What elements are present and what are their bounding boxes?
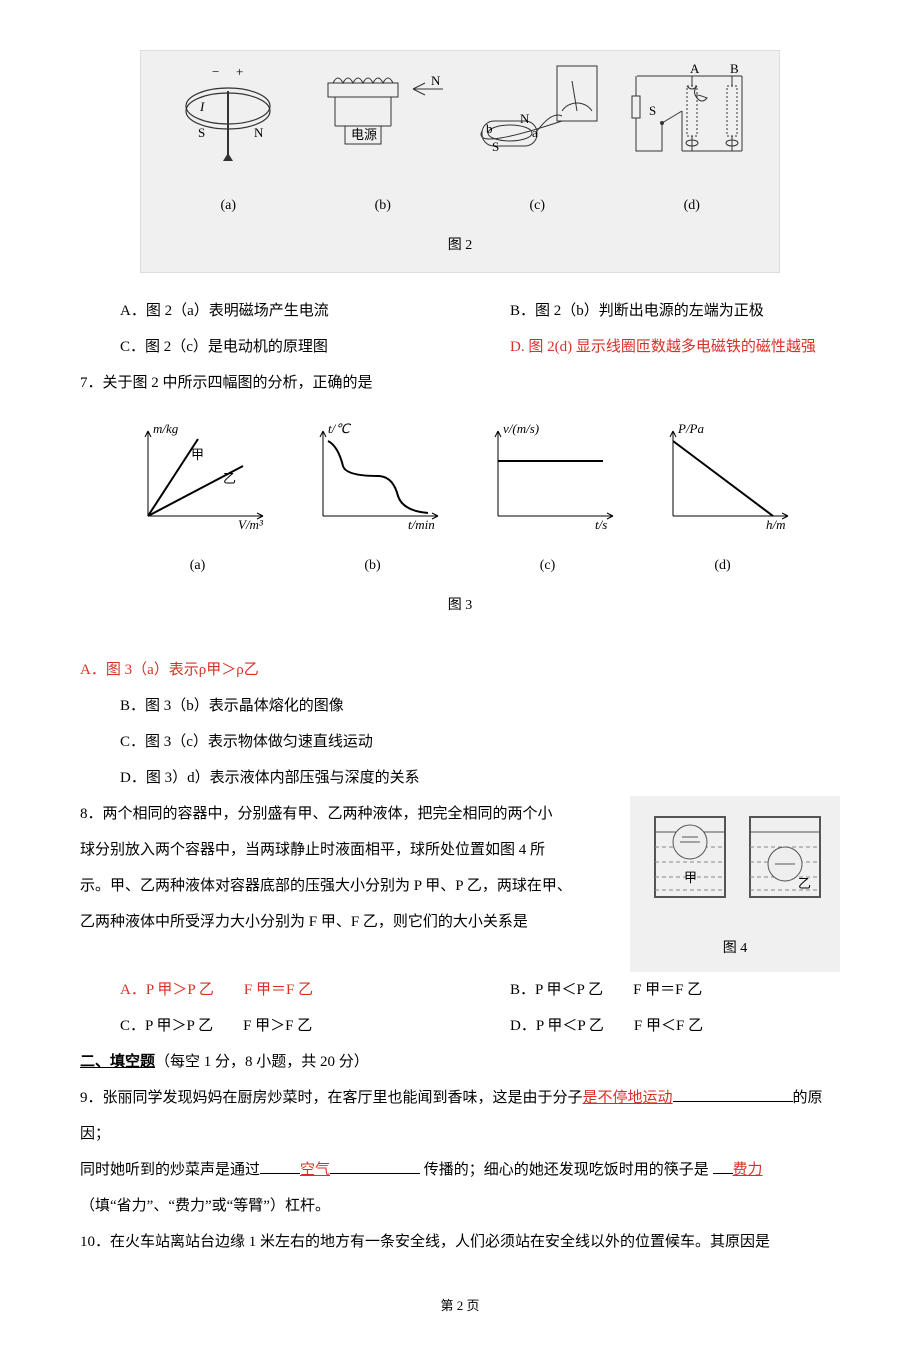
svg-text:S: S bbox=[198, 125, 205, 140]
q6-opt-d: D. 图 2(d) 显示线圈匝数越多电磁铁的磁性越强 bbox=[510, 329, 840, 365]
fig3d-label: (d) bbox=[635, 549, 810, 583]
q6-opt-c: C．图 2（c）是电动机的原理图 bbox=[120, 329, 450, 365]
q10: 10．在火车站离站台边缘 1 米左右的地方有一条安全线，人们必须站在安全线以外的… bbox=[80, 1224, 840, 1260]
q8-opt-a: A．P 甲＞P 乙 F 甲＝F 乙 bbox=[120, 972, 450, 1008]
svg-text:t/min: t/min bbox=[408, 517, 435, 531]
q9-p4: 传播的；细心的她还发现吃饭时用的筷子是 bbox=[420, 1162, 713, 1178]
svg-text:a: a bbox=[532, 125, 538, 140]
q8-opt-d: D．P 甲＜P 乙 F 甲＜F 乙 bbox=[510, 1008, 840, 1044]
fig2c-diagram: N S a b bbox=[462, 61, 612, 171]
svg-text:乙: 乙 bbox=[223, 471, 236, 486]
q9-p3: 同时她听到的炒菜声是通过 bbox=[80, 1162, 260, 1178]
svg-text:P/Pa: P/Pa bbox=[677, 421, 704, 436]
q9-p5: （填“省力”、“费力”或“等臂”）杠杆。 bbox=[80, 1198, 330, 1214]
svg-text:B: B bbox=[730, 61, 739, 76]
svg-text:h/m: h/m bbox=[766, 517, 786, 531]
q7-opt-a: A．图 3（a）表示ρ甲＞ρ乙 bbox=[80, 652, 840, 688]
q6-opt-b: B．图 2（b）判断出电源的左端为正极 bbox=[510, 293, 840, 329]
svg-text:乙: 乙 bbox=[798, 876, 811, 891]
section-2-head: 二、填空题 bbox=[80, 1054, 155, 1070]
fig3-caption: 图 3 bbox=[110, 589, 810, 623]
section-2-tail: （每空 1 分，8 小题，共 20 分） bbox=[155, 1054, 369, 1070]
svg-text:甲: 甲 bbox=[684, 870, 697, 885]
q9: 9．张丽同学发现妈妈在厨房炒菜时，在客厅里也能闻到香味，这是由于分子是不停地运动… bbox=[80, 1080, 840, 1224]
figure-3: m/kg V/m³ 甲 乙 (a) t/℃ t/min (b) bbox=[100, 411, 820, 632]
q9-a2: 空气 bbox=[300, 1162, 330, 1178]
svg-text:t/℃: t/℃ bbox=[328, 421, 351, 436]
fig2b-diagram: 电源 N bbox=[313, 61, 453, 171]
svg-text:S: S bbox=[492, 139, 499, 154]
fig4-caption: 图 4 bbox=[636, 932, 834, 966]
fig2c-label: (c) bbox=[460, 189, 615, 223]
svg-text:v/(m/s): v/(m/s) bbox=[503, 421, 539, 436]
svg-text:甲: 甲 bbox=[191, 447, 204, 462]
q7-opt-d: D．图 3）d）表示液体内部压强与深度的关系 bbox=[120, 760, 840, 796]
svg-text:电源: 电源 bbox=[351, 127, 377, 142]
q8-opt-b: B．P 甲＜P 乙 F 甲＝F 乙 bbox=[510, 972, 840, 1008]
fig2-caption: 图 2 bbox=[151, 229, 769, 263]
q9-p1: 9．张丽同学发现妈妈在厨房炒菜时，在客厅里也能闻到香味，这是由于分子 bbox=[80, 1090, 583, 1106]
svg-text:I: I bbox=[199, 99, 205, 114]
fig3c-chart: v/(m/s) t/s bbox=[473, 421, 623, 531]
fig3b-label: (b) bbox=[285, 549, 460, 583]
svg-text:N: N bbox=[520, 111, 530, 126]
q7-stem: 7．关于图 2 中所示四幅图的分析，正确的是 bbox=[80, 365, 840, 401]
q7-opt-c: C．图 3（c）表示物体做匀速直线运动 bbox=[120, 724, 840, 760]
fig3c-label: (c) bbox=[460, 549, 635, 583]
svg-text:−: − bbox=[212, 64, 219, 79]
fig2d-label: (d) bbox=[615, 189, 770, 223]
figure-2: − + S N I (a) 电源 N (b) bbox=[140, 50, 780, 273]
svg-text:N: N bbox=[254, 125, 264, 140]
page-footer: 第 2 页 bbox=[80, 1290, 840, 1321]
svg-text:S: S bbox=[649, 103, 656, 118]
q9-a3: 费力 bbox=[733, 1162, 763, 1178]
svg-text:N: N bbox=[431, 73, 441, 88]
q9-a1: 是不停地运动 bbox=[583, 1090, 673, 1106]
fig2a-label: (a) bbox=[151, 189, 306, 223]
fig3d-chart: P/Pa h/m bbox=[648, 421, 798, 531]
svg-text:b: b bbox=[486, 121, 493, 136]
fig2a-diagram: − + S N I bbox=[168, 61, 288, 171]
fig2d-diagram: S A B bbox=[627, 61, 757, 171]
svg-text:+: + bbox=[236, 64, 243, 79]
fig2b-label: (b) bbox=[306, 189, 461, 223]
q8-opt-c: C．P 甲＞P 乙 F 甲＞F 乙 bbox=[120, 1008, 450, 1044]
svg-text:t/s: t/s bbox=[595, 517, 607, 531]
svg-text:m/kg: m/kg bbox=[153, 421, 179, 436]
q6-opt-a: A．图 2（a）表明磁场产生电流 bbox=[120, 293, 450, 329]
q7-opt-b: B．图 3（b）表示晶体熔化的图像 bbox=[120, 688, 840, 724]
fig3a-chart: m/kg V/m³ 甲 乙 bbox=[123, 421, 273, 531]
figure-4: 甲 乙 图 4 bbox=[630, 796, 840, 972]
fig3b-chart: t/℃ t/min bbox=[298, 421, 448, 531]
fig3a-label: (a) bbox=[110, 549, 285, 583]
svg-text:A: A bbox=[690, 61, 700, 76]
svg-text:V/m³: V/m³ bbox=[238, 517, 264, 531]
